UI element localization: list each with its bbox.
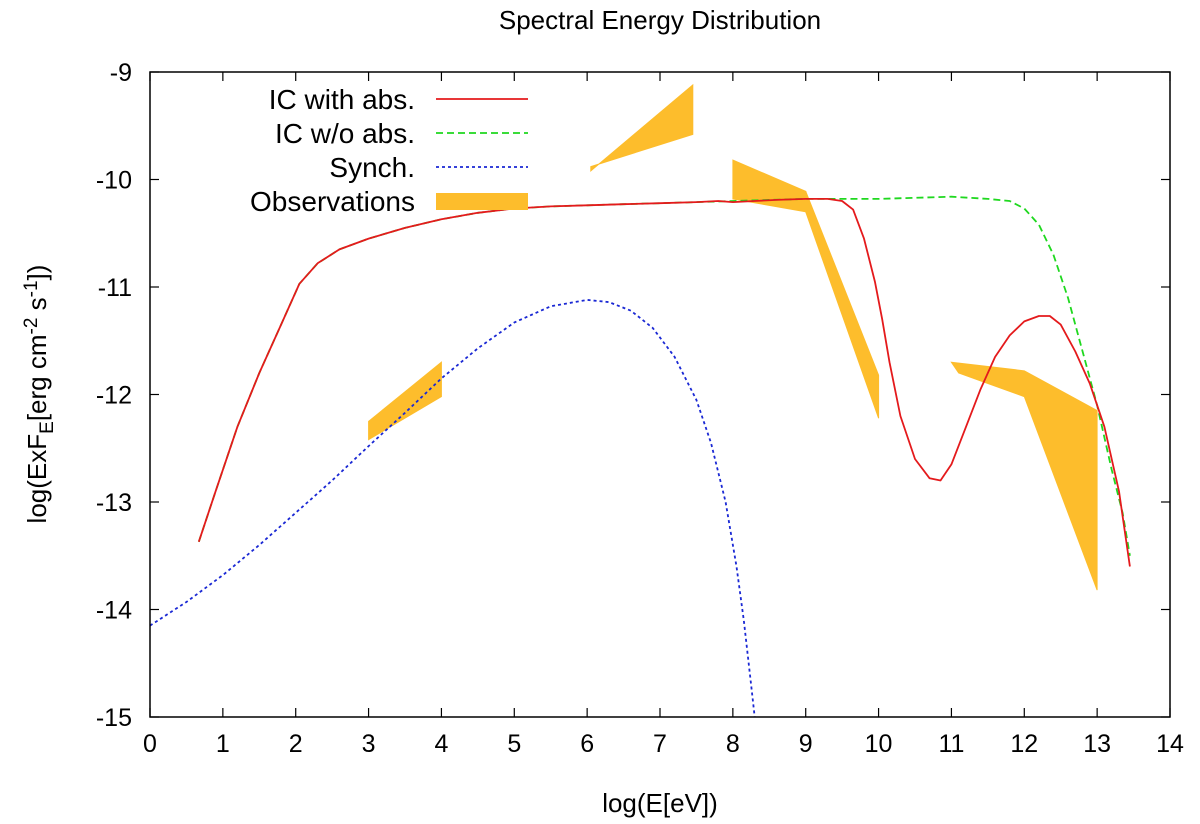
x-tick-label: 10 xyxy=(865,730,893,758)
observation-bowtie xyxy=(732,159,807,213)
chart-title: Spectral Energy Distribution xyxy=(499,5,821,35)
legend-label: Synch. xyxy=(329,152,415,183)
x-axis: 0 1 2 3 4 5 6 7 8 9 10 11 12 13 14 xyxy=(143,72,1184,758)
y-tick-label: -14 xyxy=(96,597,132,625)
x-tick-label: 12 xyxy=(1010,730,1038,758)
x-tick-label: 8 xyxy=(726,730,740,758)
x-tick-label: 2 xyxy=(289,730,303,758)
legend-label: Observations xyxy=(250,186,415,217)
series-line-2 xyxy=(150,299,756,717)
x-tick-label: 1 xyxy=(216,730,230,758)
x-tick-label: 7 xyxy=(653,730,667,758)
y-axis-title: log(ExFE[erg cm-2 s-1]) xyxy=(21,265,58,524)
legend-label: IC with abs. xyxy=(269,84,415,115)
y-tick-label: -11 xyxy=(98,274,132,302)
y-axis: -9 -10 -11 -12 -13 -14 -15 xyxy=(96,59,1170,732)
x-tick-label: 0 xyxy=(143,730,157,758)
legend-label: IC w/o abs. xyxy=(275,118,415,149)
y-tick-label: -12 xyxy=(96,382,132,410)
legend-swatch xyxy=(436,193,528,210)
legend: IC with abs.IC w/o abs.Synch.Observation… xyxy=(250,84,528,217)
x-tick-label: 5 xyxy=(507,730,521,758)
x-tick-label: 14 xyxy=(1156,730,1184,758)
series-layer xyxy=(150,195,1131,717)
series-line-0 xyxy=(197,198,1131,567)
x-tick-label: 6 xyxy=(580,730,594,758)
y-tick-label: -10 xyxy=(96,167,132,195)
x-tick-label: 3 xyxy=(362,730,376,758)
x-tick-label: 4 xyxy=(434,730,448,758)
y-tick-label: -15 xyxy=(96,704,132,732)
observation-bowtie xyxy=(805,191,880,419)
observation-bowtie xyxy=(950,361,1098,591)
x-tick-label: 13 xyxy=(1083,730,1111,758)
x-tick-label: 11 xyxy=(938,730,964,758)
observations-layer xyxy=(368,83,1098,591)
y-tick-label: -9 xyxy=(110,59,132,87)
x-axis-title: log(E[eV]) xyxy=(602,788,718,818)
observation-bowtie xyxy=(368,361,442,441)
x-tick-label: 9 xyxy=(799,730,813,758)
observation-bowtie xyxy=(590,83,694,172)
y-tick-label: -13 xyxy=(96,489,132,517)
